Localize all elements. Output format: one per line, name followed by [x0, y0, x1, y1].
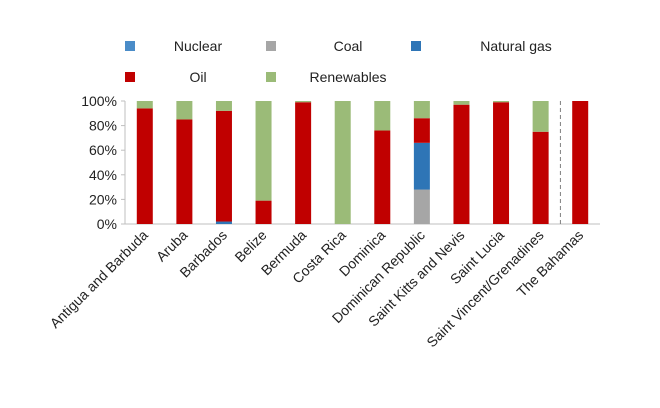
legend-swatch-natural-gas: [411, 41, 421, 51]
bar-oil-dominican-republic: [413, 118, 430, 143]
bar-renewables-dominica: [374, 101, 391, 131]
y-tick-label: 20%: [89, 191, 117, 207]
legend-label-natural-gas: Natural gas: [480, 38, 552, 54]
bar-renewables-aruba: [176, 101, 193, 120]
plot-area: 0% 20% 40% 60% 80% 100% Antigua and Barbuda Aru…: [47, 93, 600, 350]
bar-oil-saint-kitts-and-nevis: [453, 104, 470, 224]
legend-swatch-coal: [266, 41, 276, 51]
bar-coal-dominican-republic: [413, 189, 430, 224]
bar-oil-antigua-and-barbuda: [136, 108, 153, 224]
bar-renewables-saint-kitts-and-nevis: [453, 101, 470, 105]
y-tick-label: 0%: [97, 216, 117, 232]
legend: Nuclear Coal Natural gas Oil Renewables: [125, 38, 552, 85]
bar-natural-gas-barbados: [215, 221, 232, 224]
legend-swatch-nuclear: [125, 41, 135, 51]
legend-swatch-renewables: [266, 72, 276, 82]
bar-oil-bermuda: [295, 102, 312, 224]
bar-oil-barbados: [215, 110, 232, 222]
bar-oil-belize: [255, 200, 272, 224]
bar-oil-saint-vincent-grenadines: [532, 131, 549, 224]
y-tick-label: 80%: [89, 118, 117, 134]
bar-renewables-antigua-and-barbuda: [136, 101, 153, 109]
bar-renewables-bermuda: [295, 101, 312, 103]
legend-label-coal: Coal: [334, 38, 363, 54]
bar-renewables-costa-rica: [334, 101, 351, 224]
bar-oil-dominica: [374, 130, 391, 224]
legend-label-oil: Oil: [189, 69, 206, 85]
bar-renewables-dominican-republic: [413, 101, 430, 119]
bar-renewables-saint-lucia: [493, 101, 510, 103]
bar-oil-aruba: [176, 119, 193, 224]
y-tick-label: 100%: [81, 93, 117, 109]
bar-renewables-belize: [255, 101, 272, 201]
x-tick-label: Antigua and Barbuda: [47, 227, 151, 331]
bar-natural-gas-dominican-republic: [413, 142, 430, 190]
y-tick-label: 60%: [89, 142, 117, 158]
bar-renewables-saint-vincent-grenadines: [532, 101, 549, 132]
legend-swatch-oil: [125, 72, 135, 82]
bar-oil-saint-lucia: [493, 102, 510, 224]
bar-oil-the-bahamas: [572, 101, 589, 224]
y-tick-label: 40%: [89, 167, 117, 183]
legend-label-renewables: Renewables: [309, 69, 386, 85]
x-tick-label: Aruba: [153, 227, 191, 265]
bar-renewables-barbados: [215, 101, 232, 111]
legend-label-nuclear: Nuclear: [174, 38, 223, 54]
